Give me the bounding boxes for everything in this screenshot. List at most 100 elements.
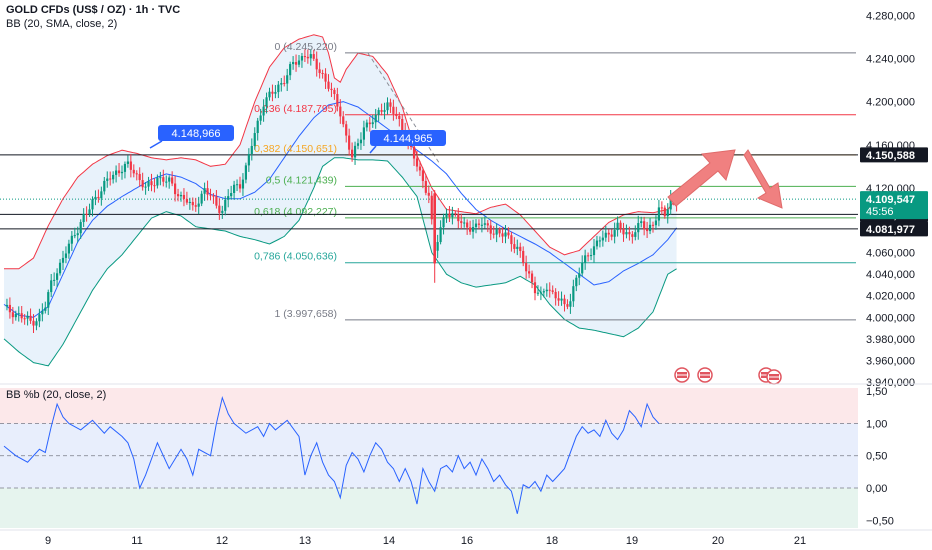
candle-body [67, 243, 70, 254]
candle-body [333, 89, 336, 95]
candle-body [542, 291, 545, 293]
candle-body [76, 233, 79, 236]
candle-body [421, 170, 424, 181]
candle-body [572, 286, 575, 302]
candle-body [548, 289, 551, 291]
candle-body [327, 81, 330, 89]
candle-body [525, 263, 528, 272]
candle-body [501, 233, 504, 237]
candle-body [486, 223, 489, 226]
candle-body [56, 273, 59, 280]
candle-body [439, 227, 442, 243]
candle-body [442, 217, 445, 228]
candle-body [194, 205, 197, 207]
candle-body [91, 199, 94, 210]
candle-body [557, 298, 560, 301]
price-callout: 4.148,966 [149, 125, 234, 149]
candle-body [516, 246, 519, 249]
candle-body [377, 110, 380, 115]
candle-body [498, 229, 501, 234]
candle-body [466, 222, 469, 228]
forecast-arrow-up [667, 149, 736, 207]
candle-body [224, 199, 227, 211]
candle-body [646, 229, 649, 232]
candle-body [351, 149, 354, 158]
time-axis-tick: 12 [216, 535, 228, 547]
candle-body [153, 185, 156, 187]
candle-body [115, 170, 118, 175]
candle-body [53, 279, 56, 281]
candle-body [283, 83, 286, 85]
candle-body [277, 84, 280, 93]
fib-level-label: 0,618 (4.092,227) [254, 206, 337, 218]
candle-body [474, 223, 478, 228]
candle-body [94, 196, 97, 200]
candle-body [292, 62, 295, 65]
candle-body [495, 229, 498, 235]
candle-body [82, 213, 85, 223]
candle-body [666, 209, 669, 217]
candle-body [578, 273, 581, 278]
candle-body [631, 234, 634, 237]
time-axis-tick: 20 [712, 535, 724, 547]
candle-body [29, 315, 32, 321]
candle-body [430, 195, 433, 220]
candle-body [424, 180, 427, 193]
candle-body [386, 102, 389, 111]
candle-body [625, 232, 628, 235]
candle-body [179, 194, 183, 197]
price-axis-tick: 4.200,000 [866, 97, 915, 109]
candle-body [35, 321, 38, 326]
candle-body [241, 179, 245, 189]
time-axis-tick: 14 [383, 535, 395, 547]
candle-body [477, 223, 481, 225]
candle-body [356, 143, 360, 146]
candle-body [616, 222, 619, 231]
candle-body [492, 233, 495, 235]
candle-body [622, 228, 625, 235]
candle-body [539, 292, 542, 294]
candle-body [581, 262, 584, 274]
price-axis-tick: 3.980,000 [866, 334, 915, 346]
price-axis-tick: 4.280,000 [866, 10, 915, 22]
candle-body [595, 240, 599, 247]
candle-body [253, 133, 256, 146]
candle-body [654, 220, 658, 226]
candle-body [5, 304, 9, 307]
candle-body [85, 213, 88, 215]
level-tag-box [860, 221, 928, 237]
candle-body [566, 304, 569, 307]
candle-body [306, 56, 309, 59]
candle-body [454, 213, 457, 215]
candle-body [126, 161, 129, 164]
candle-body [23, 318, 26, 320]
candle-body [433, 193, 436, 264]
candle-body [643, 221, 646, 230]
price-callout: 4.144,965 [369, 130, 446, 154]
candle-body [483, 223, 486, 225]
pctb-overbought-zone [0, 388, 858, 424]
candle-body [117, 170, 121, 174]
candle-body [389, 102, 392, 107]
candle-body [469, 227, 472, 232]
economic-event-flag [674, 367, 690, 383]
candle-body [589, 255, 593, 257]
price-callout-box [158, 125, 234, 141]
candle-body [504, 232, 507, 237]
candle-body [41, 310, 44, 315]
candle-body [613, 230, 616, 237]
candle-body [519, 246, 522, 251]
candle-body [218, 205, 221, 213]
price-axis-tick: 4.020,000 [866, 291, 915, 303]
candle-body [135, 173, 138, 175]
candle-body [607, 232, 610, 235]
candle-body [604, 232, 607, 238]
candle-body [342, 116, 345, 125]
bollinger-upper-line [4, 34, 677, 270]
candle-body [250, 145, 253, 154]
candle-body [162, 177, 165, 182]
candle-body [271, 91, 274, 94]
candle-body [445, 213, 448, 218]
candle-body [637, 223, 640, 233]
